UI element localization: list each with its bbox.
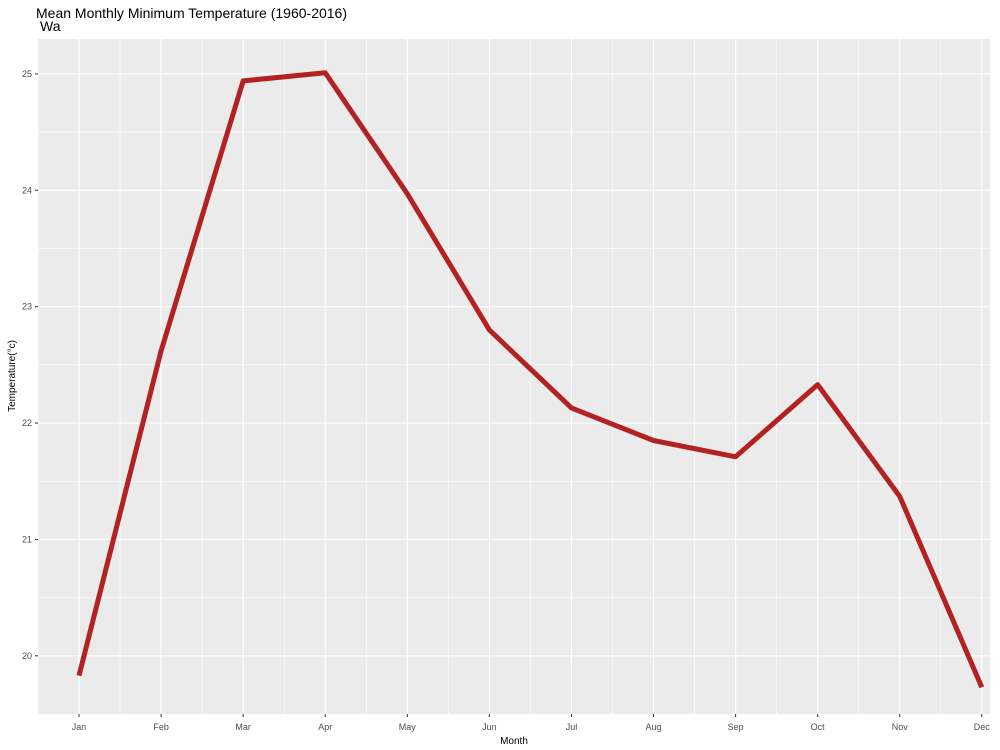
chart-title: Mean Monthly Minimum Temperature (1960-2… xyxy=(36,5,347,21)
x-tick-label: Nov xyxy=(892,722,909,732)
x-axis: Jan Feb Mar Apr May Jun Jul Aug Sep Oct Nov Dec xyxy=(72,714,991,732)
y-axis: 20 21 22 23 24 25 xyxy=(22,69,38,661)
x-tick-label: May xyxy=(399,722,417,732)
x-tick-label: Mar xyxy=(235,722,251,732)
x-tick-label: Jan xyxy=(72,722,87,732)
data-line-group xyxy=(76,70,985,689)
chart-subtitle: Wa xyxy=(40,18,61,34)
y-tick-label: 21 xyxy=(22,534,32,544)
x-axis-title: Month xyxy=(500,736,528,747)
grid-minor xyxy=(37,39,990,714)
x-tick-label: Feb xyxy=(153,722,169,732)
series-line xyxy=(76,70,985,689)
y-tick-label: 22 xyxy=(22,418,32,428)
grid-major xyxy=(38,39,990,714)
y-tick-label: 20 xyxy=(22,651,32,661)
x-tick-label: Sep xyxy=(728,722,744,732)
y-tick-label: 23 xyxy=(22,302,32,312)
x-tick-label: Aug xyxy=(646,722,662,732)
plot-panel xyxy=(38,39,990,714)
x-tick-label: Dec xyxy=(974,722,991,732)
x-tick-label: Oct xyxy=(811,722,826,732)
x-tick-label: Jun xyxy=(482,722,497,732)
y-tick-label: 25 xyxy=(22,69,32,79)
y-axis-title: Temperature(°c) xyxy=(7,340,18,412)
x-tick-label: Jul xyxy=(566,722,578,732)
y-tick-label: 24 xyxy=(22,185,32,195)
x-tick-label: Apr xyxy=(318,722,332,732)
